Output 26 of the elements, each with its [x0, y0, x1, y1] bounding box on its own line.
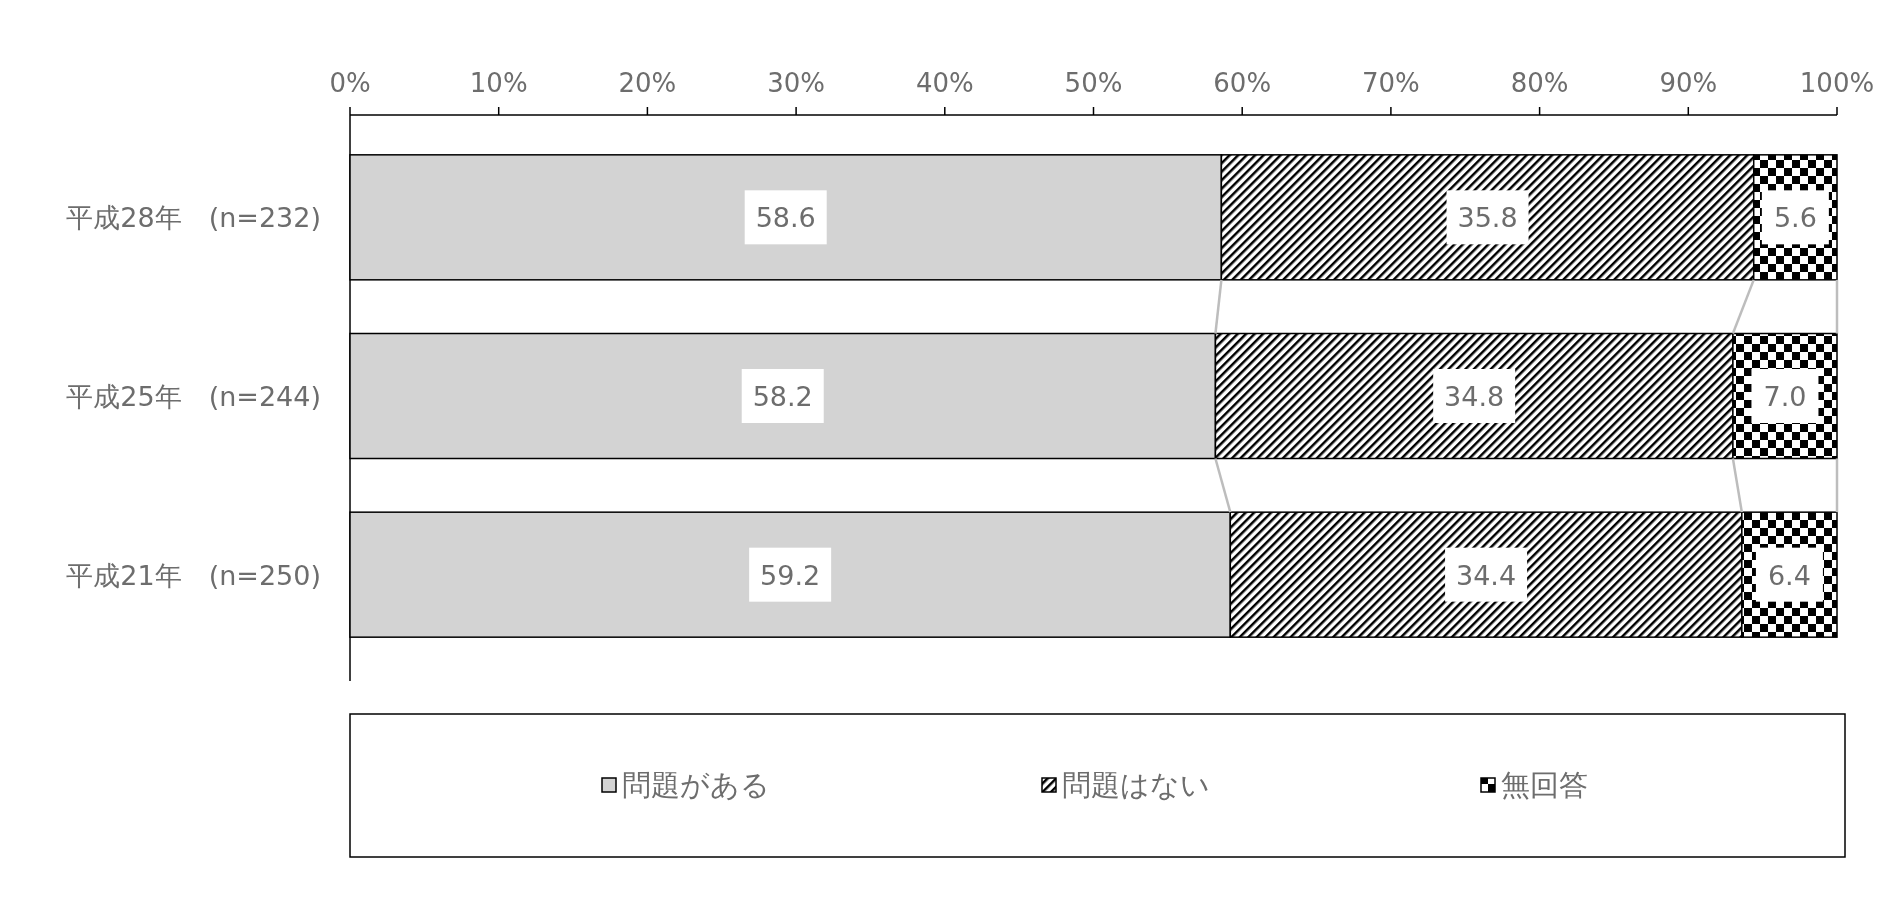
y-tick-label: 平成25年 (n=244) [66, 381, 321, 412]
data-label: 6.4 [1767, 559, 1811, 591]
x-tick-label: 80% [1510, 68, 1569, 98]
data-label: 7.0 [1763, 381, 1807, 412]
x-tick-label: 100% [1799, 68, 1875, 98]
x-tick-label: 70% [1362, 68, 1420, 98]
data-label: 34.4 [1456, 559, 1517, 591]
x-tick-label: 30% [767, 68, 825, 98]
x-tick-label: 50% [1064, 68, 1123, 98]
x-tick-label: 20% [618, 68, 677, 98]
x-tick-label: 40% [915, 68, 974, 98]
legend-label: 無回答 [1501, 768, 1588, 802]
x-tick-label: 10% [469, 68, 528, 98]
data-label: 34.8 [1444, 381, 1505, 412]
data-label: 58.2 [752, 381, 813, 412]
x-tick-label: 90% [1659, 68, 1718, 98]
data-label: 35.8 [1457, 202, 1518, 234]
data-label: 59.2 [760, 559, 821, 591]
legend-label: 問題はない [1062, 768, 1210, 802]
data-label: 5.6 [1773, 202, 1817, 234]
data-label: 58.6 [755, 202, 816, 234]
x-tick-label: 60% [1213, 68, 1272, 98]
legend-label: 問題がある [622, 768, 770, 802]
y-tick-label: 平成21年 (n=250) [66, 559, 321, 591]
x-tick-label: 0% [329, 68, 371, 98]
y-tick-label: 平成28年 (n=232) [66, 202, 321, 234]
